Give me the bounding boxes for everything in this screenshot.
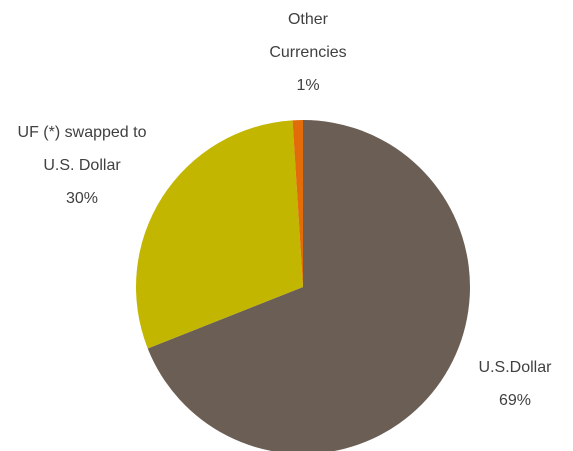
slice-label: Other Currencies 1% [258, 3, 358, 102]
pie-slice [135, 120, 303, 349]
pie-slice [147, 120, 470, 451]
slice-label: U.S.Dollar 69% [468, 351, 563, 417]
category-label: UF (*) swapped to U.S. Dollar [17, 124, 147, 174]
category-label: Other Currencies [269, 11, 347, 61]
slice-label: UF (*) swapped to U.S. Dollar 30% [2, 116, 162, 215]
category-label: U.S.Dollar [478, 359, 552, 376]
value-label: 69% [498, 392, 532, 409]
pie-slice [292, 120, 303, 287]
value-label: 1% [296, 77, 320, 94]
value-label: 30% [65, 190, 99, 207]
